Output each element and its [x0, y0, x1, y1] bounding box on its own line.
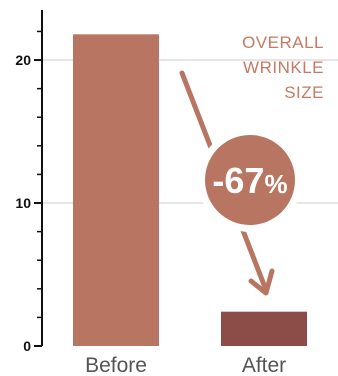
y-tick-label: 0 — [23, 338, 31, 354]
category-labels: Before After — [85, 354, 286, 376]
bar-before — [73, 34, 159, 346]
reduction-badge: -67% — [198, 128, 302, 232]
annotation-line-2: WRINKLE — [243, 58, 324, 77]
annotation-line-3: SIZE — [284, 83, 324, 102]
y-axis: 0 10 20 — [15, 10, 43, 354]
arrow-head — [248, 268, 275, 296]
badge-text: -67% — [212, 160, 287, 201]
category-label-after: After — [242, 354, 286, 376]
bars — [73, 34, 307, 346]
annotation: OVERALL WRINKLE SIZE — [242, 33, 324, 102]
badge-unit: % — [264, 169, 287, 199]
bar-after — [221, 311, 307, 346]
annotation-line-1: OVERALL — [242, 33, 324, 52]
y-tick-label: 10 — [15, 195, 31, 211]
y-tick-label: 20 — [15, 52, 31, 68]
badge-value: -67 — [212, 160, 264, 201]
badge-circle — [205, 135, 295, 225]
category-label-before: Before — [85, 354, 147, 376]
